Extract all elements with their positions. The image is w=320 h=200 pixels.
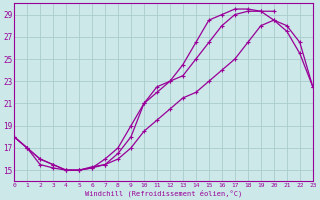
X-axis label: Windchill (Refroidissement éolien,°C): Windchill (Refroidissement éolien,°C): [85, 189, 242, 197]
